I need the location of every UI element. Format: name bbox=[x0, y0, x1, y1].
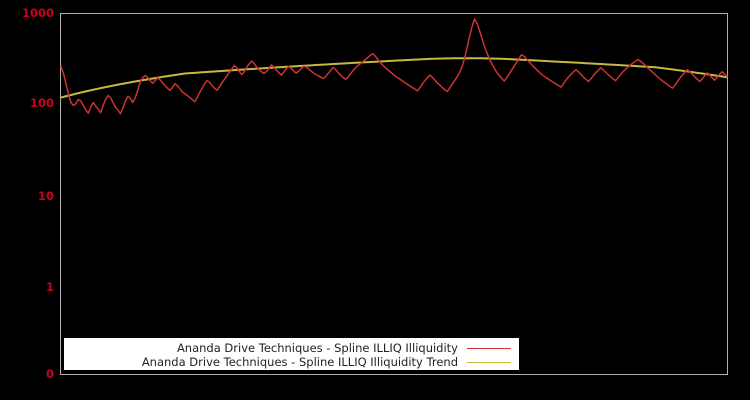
y-axis-tick-1000: 1000 bbox=[21, 6, 54, 20]
legend-label-illiquidity-trend: Ananda Drive Techniques - Spline ILLIQ I… bbox=[141, 354, 458, 369]
legend-label-illiquidity: Ananda Drive Techniques - Spline ILLIQ I… bbox=[176, 340, 458, 355]
y-axis-tick-1: 1 bbox=[45, 280, 54, 294]
y-axis-tick-100: 100 bbox=[29, 96, 54, 110]
series-line-illiquidity bbox=[60, 18, 728, 115]
y-axis-tick-0: 0 bbox=[45, 367, 54, 381]
plot-area bbox=[60, 13, 728, 375]
legend-swatch-illiquidity bbox=[467, 348, 511, 349]
legend-entry-illiquidity[interactable]: Ananda Drive Techniques - Spline ILLIQ I… bbox=[65, 341, 520, 356]
chart-legend[interactable]: Ananda Drive Techniques - Spline ILLIQ I… bbox=[64, 338, 519, 370]
legend-swatch-illiquidity-trend bbox=[467, 362, 511, 363]
series-line-trend bbox=[60, 57, 728, 99]
y-axis-tick-10: 10 bbox=[37, 189, 54, 203]
legend-entry-illiquidity-trend[interactable]: Ananda Drive Techniques - Spline ILLIQ I… bbox=[65, 355, 520, 370]
